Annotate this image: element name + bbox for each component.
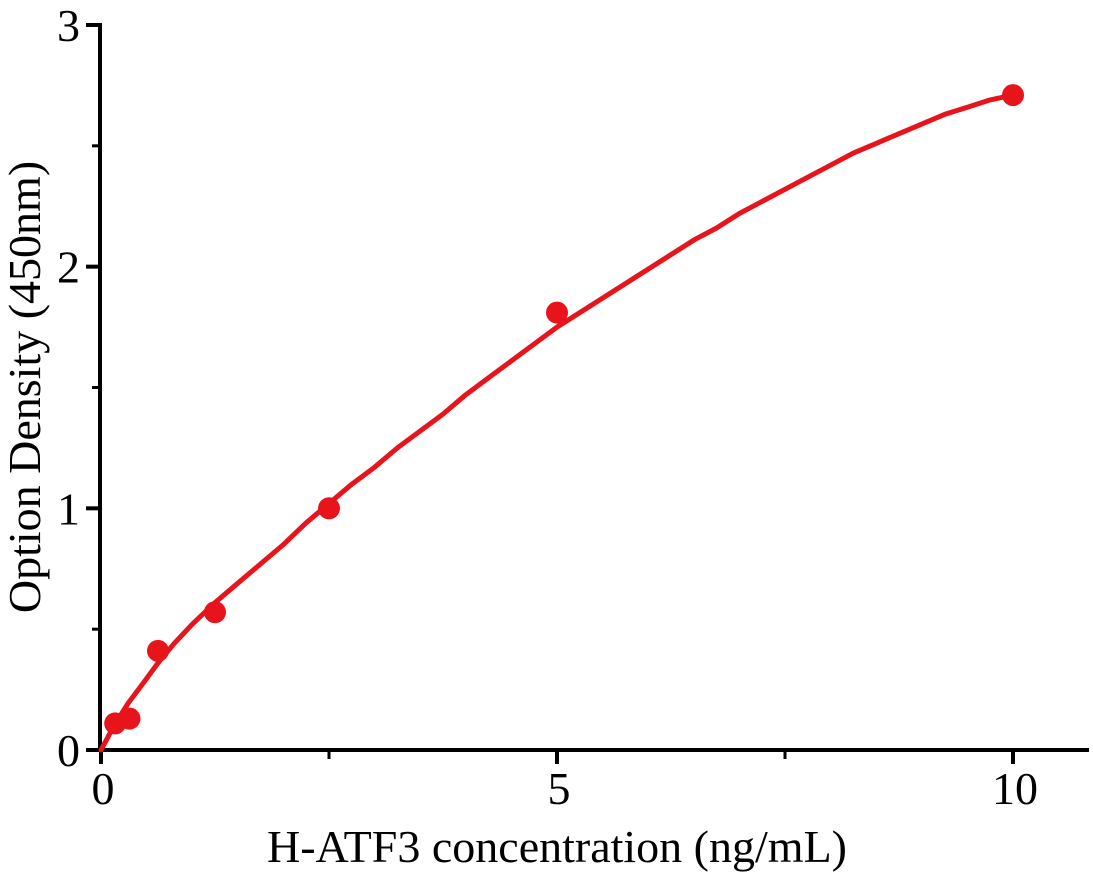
y-axis-tick-labels: 0 1 2 3 — [57, 0, 80, 776]
y-axis-ticks — [86, 22, 100, 752]
data-point — [318, 497, 340, 520]
x-axis-title: H-ATF3 concentration (ng/mL) — [267, 821, 847, 872]
data-point — [204, 601, 226, 624]
fit-curve — [98, 92, 1016, 753]
data-point — [118, 707, 141, 730]
data-point — [147, 639, 169, 662]
y-tick-label: 2 — [57, 242, 80, 293]
x-axis-ticks — [99, 750, 1015, 764]
data-point — [1002, 84, 1024, 107]
y-tick-label: 1 — [57, 483, 80, 534]
y-tick-label: 3 — [57, 0, 80, 51]
data-point — [546, 301, 568, 324]
y-tick-label: 0 — [57, 725, 80, 776]
fit-curve-group — [98, 92, 1016, 753]
x-tick-label: 10 — [992, 763, 1038, 814]
x-tick-label: 0 — [92, 763, 115, 814]
x-axis-tick-labels: 0 5 10 — [92, 763, 1039, 814]
x-tick-label: 5 — [548, 763, 571, 814]
y-axis-title: Option Density (450nm) — [0, 161, 50, 613]
data-points-group — [104, 84, 1024, 735]
